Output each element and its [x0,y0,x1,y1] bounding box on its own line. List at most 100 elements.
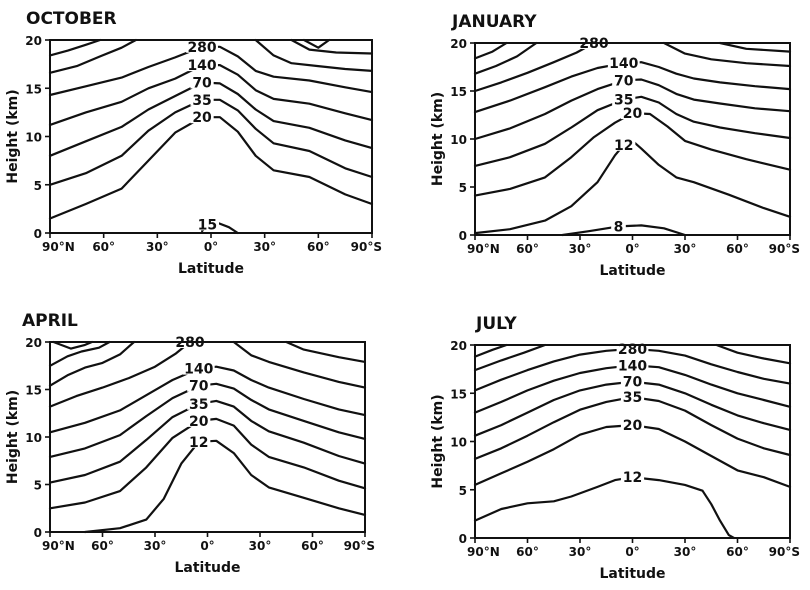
x-tick-label: 90°N [467,545,500,559]
contour-label-bg [187,432,211,448]
x-tick-label: 60° [307,240,330,254]
panel-title: JULY [475,314,517,334]
x-tick-label: 30° [674,545,697,559]
contour-line [48,38,102,57]
contour-label: 140 [609,56,638,72]
contour-label: 140 [184,362,213,378]
contour-label-bg [195,215,220,231]
y-tick-label: 0 [459,229,467,243]
contour-label-bg [187,376,211,392]
contour-label-bg [611,217,626,233]
contour-label: 20 [189,414,209,430]
y-tick-label: 5 [459,181,467,195]
x-tick-label: 90°S [344,539,375,553]
y-tick-label: 5 [34,479,42,493]
x-tick-label: 90°S [351,240,382,254]
x-tick-label: 90°S [769,545,800,559]
contour-line [473,41,538,75]
y-tick-label: 15 [25,384,42,398]
contour-line [48,116,374,220]
contour-line [48,340,192,408]
x-tick-label: 30° [144,539,167,553]
x-axis-label: Latitude [599,263,665,279]
x-tick-label: 0° [204,240,218,254]
y-axis-label: Height (km) [5,89,21,183]
y-axis-label: Height (km) [5,390,21,484]
x-tick-label: 60° [516,545,539,559]
x-tick-label: 90°N [42,539,75,553]
contour-label: 140 [187,58,216,74]
contour-label-bg [186,37,218,53]
contour-line [232,340,367,389]
contour-line [48,417,367,510]
contour-line [473,343,547,372]
contour-line [473,41,596,93]
contour-line [48,340,136,387]
contour-label-bg [190,90,214,106]
contour-label-bg [174,333,206,348]
contour-label-bg [616,356,649,372]
y-tick-label: 10 [450,436,467,450]
contour-label: 12 [614,138,633,154]
contour-label: 12 [189,435,208,451]
contour-label: 35 [614,93,633,109]
x-tick-label: 30° [674,242,697,256]
contour-label: 35 [192,93,211,109]
contour-line [48,340,111,367]
contour-line [473,112,792,197]
y-tick-label: 5 [459,484,467,498]
y-tick-label: 20 [450,339,467,353]
contour-line [285,340,367,363]
y-axis-label: Height (km) [430,394,446,488]
x-axis-label: Latitude [174,560,240,576]
contour-label: 15 [198,217,217,233]
y-tick-label: 20 [25,34,42,48]
y-tick-label: 0 [459,532,467,546]
contour-label-bg [190,108,214,124]
contour-label-bg [187,411,211,427]
y-tick-label: 5 [34,179,42,193]
contour-line [662,41,792,68]
contour-line [561,224,687,237]
contour-label-bg [186,56,218,72]
x-tick-label: 90°N [467,242,500,256]
contour-line [290,38,374,55]
x-tick-label: 60° [516,242,539,256]
contour-line [473,139,792,235]
contour-label-bg [612,90,636,106]
contour-label: 70 [192,75,212,91]
contour-label-bg [620,388,645,404]
y-axis-label: Height (km) [430,92,446,186]
contour-line [473,343,508,358]
x-tick-label: 60° [726,545,749,559]
contour-line [48,382,367,458]
contour-line [473,95,792,167]
contour-label-bg [620,416,645,432]
y-tick-label: 0 [34,526,42,540]
contour-line [48,98,374,186]
x-tick-label: 90°N [42,240,75,254]
contour-label-bg [620,468,645,484]
x-tick-label: 0° [625,545,639,559]
contour-label: 140 [618,358,647,374]
contour-label: 20 [623,106,643,122]
contour-line [473,61,792,114]
x-tick-label: 30° [146,240,169,254]
contour-label-bg [607,54,640,70]
contour-label-bg [187,394,211,410]
panel-title: APRIL [22,311,78,331]
contour-line [473,476,736,540]
x-tick-label: 60° [301,539,324,553]
contour-line [48,63,374,126]
contour-line [473,41,508,60]
contour-label-bg [620,104,645,120]
contour-line [83,439,367,534]
x-axis-label: Latitude [599,566,665,582]
contour-label: 280 [187,40,216,56]
contour-label: 12 [623,470,642,486]
contour-line [48,365,367,434]
y-tick-label: 15 [450,387,467,401]
contour-line [48,399,367,484]
